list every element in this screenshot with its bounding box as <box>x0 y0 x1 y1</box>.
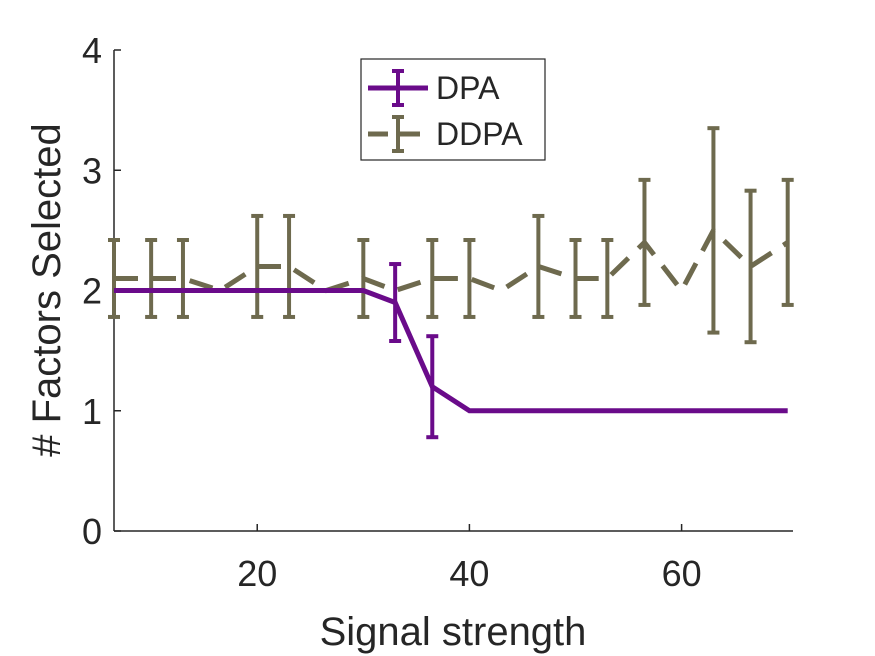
legend-item-ddpa: DDPA <box>368 115 523 153</box>
series-ddpa <box>108 126 794 345</box>
plot-area <box>108 126 794 440</box>
legend: DPA DDPA <box>360 58 546 161</box>
y-tick-label: 4 <box>82 30 102 71</box>
x-axis-label: Signal strength <box>320 610 587 654</box>
y-tick-label: 3 <box>82 150 102 191</box>
legend-item-dpa: DPA <box>368 69 500 107</box>
legend-label: DPA <box>436 70 500 106</box>
y-axis-label: # Factors Selected <box>25 123 69 457</box>
error-bar <box>251 213 264 319</box>
error-bar <box>426 237 439 319</box>
legend-box <box>360 58 546 161</box>
error-bar <box>463 237 476 319</box>
series-line-ddpa <box>114 226 790 296</box>
error-bar <box>744 188 757 345</box>
error-bar <box>426 334 439 440</box>
x-tick-label: 20 <box>237 553 277 594</box>
error-bar <box>357 237 370 319</box>
legend-label: DDPA <box>436 116 523 152</box>
error-bar <box>781 177 794 307</box>
x-tick-label: 40 <box>449 553 489 594</box>
y-tick-label: 2 <box>82 271 102 312</box>
error-bar <box>176 237 189 319</box>
error-bar <box>638 177 651 307</box>
error-bar <box>108 237 120 319</box>
series-line-dpa <box>114 288 788 414</box>
error-bar <box>601 237 614 319</box>
error-bar <box>569 237 582 319</box>
error-bar <box>389 262 402 344</box>
error-bar <box>283 213 296 319</box>
y-tick-label: 1 <box>82 391 102 432</box>
error-bar <box>145 237 158 319</box>
x-tick-label: 60 <box>662 553 702 594</box>
axes: 0 1 2 3 4 20 40 60 <box>82 30 793 594</box>
y-tick-label: 0 <box>82 511 102 552</box>
error-bar <box>707 126 720 335</box>
error-bar <box>532 213 545 319</box>
series-dpa <box>114 262 788 440</box>
